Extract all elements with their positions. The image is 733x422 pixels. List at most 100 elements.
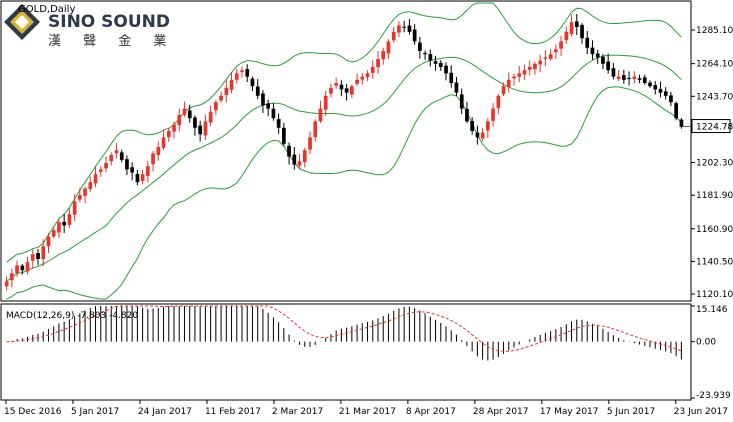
candle-bearish [62, 221, 66, 226]
candle-bullish [381, 51, 386, 60]
candle-bearish [135, 173, 140, 183]
candle-bearish [622, 75, 626, 80]
candle-bullish [517, 73, 522, 77]
candle-bearish [261, 93, 265, 106]
candle-bullish [302, 150, 307, 163]
macd-axis-label: 15.146 [696, 305, 728, 315]
candle-bullish [491, 108, 495, 121]
price-axis-label: 1202.30 [696, 159, 733, 169]
candle-bearish [663, 91, 668, 96]
candle-bearish [444, 65, 448, 74]
price-axis-label: 1264.10 [696, 60, 733, 70]
candle-bearish [637, 78, 642, 80]
date-axis-label: 24 Jan 2017 [138, 407, 192, 417]
candle-bullish [313, 121, 318, 137]
candle-bearish [454, 82, 459, 93]
candle-bullish [240, 70, 244, 72]
date-axis-label: 17 May 2017 [540, 407, 599, 417]
date-axis-label: 8 Apr 2017 [406, 407, 456, 417]
candle-bearish [642, 77, 647, 83]
candle-bullish [391, 31, 396, 41]
candle-bullish [538, 60, 542, 65]
date-axis-label: 5 Jan 2017 [71, 407, 119, 417]
candle-bullish [616, 76, 621, 79]
candle-bullish [548, 54, 553, 59]
candle-bullish [559, 41, 563, 49]
candle-bearish [36, 253, 40, 259]
candle-bullish [67, 214, 72, 225]
axes-layer: 1285.10 1264.10 1243.70 1224.78 1202.30 1181.… [4, 26, 733, 417]
candle-bearish [266, 103, 270, 109]
candle-bullish [632, 76, 637, 80]
candle-bullish [234, 73, 239, 80]
candle-bullish [114, 150, 119, 154]
candle-bearish [648, 82, 652, 87]
candle-bullish [308, 137, 312, 150]
current-price-label: 1224.78 [696, 123, 733, 133]
candle-bullish [365, 73, 370, 78]
candle-bearish [428, 54, 433, 61]
candle-bearish [130, 167, 134, 173]
candle-bearish [585, 37, 590, 48]
candle-bullish [41, 246, 46, 259]
candle-bullish [30, 254, 35, 261]
candle-bullish [166, 131, 171, 138]
candle-bullish [512, 76, 516, 79]
candle-bullish [569, 22, 574, 34]
candle-bearish [287, 145, 291, 157]
candle-bearish [20, 265, 25, 271]
candle-bearish [245, 69, 250, 77]
candle-bearish [119, 152, 124, 160]
candle-bullish [10, 273, 14, 281]
price-axis-label: 1140.50 [696, 257, 733, 267]
bollinger-upper-line [6, 2, 682, 263]
candle-bearish [658, 88, 663, 93]
candle-bearish [679, 119, 684, 127]
candle-bullish [229, 79, 234, 90]
candle-bullish [4, 281, 9, 287]
candle-bullish [224, 87, 229, 96]
bollinger-lower-line [6, 86, 682, 300]
candle-bearish [580, 24, 584, 39]
candle-bullish [360, 76, 365, 80]
candle-bullish [156, 147, 161, 155]
candle-bearish [449, 72, 454, 83]
candle-bearish [590, 47, 595, 55]
candle-bullish [177, 115, 182, 126]
candle-bullish [355, 79, 359, 84]
candle-bullish [350, 86, 354, 95]
candle-bullish [506, 79, 511, 87]
candle-bullish [57, 222, 61, 233]
candle-bullish [486, 121, 490, 131]
candle-bearish [459, 94, 464, 109]
candle-bearish [595, 53, 600, 58]
candle-bearish [125, 159, 129, 170]
candle-bearish [438, 62, 443, 67]
candle-bullish [78, 195, 82, 200]
candle-bullish [522, 70, 527, 75]
candle-bullish [146, 166, 150, 176]
price-axis-label: 1243.70 [696, 92, 733, 102]
candle-bearish [574, 21, 579, 27]
candle-bullish [93, 174, 98, 184]
bollinger-middle-line [6, 54, 682, 282]
candle-bullish [323, 95, 328, 110]
candle-bullish [527, 67, 532, 70]
candle-bearish [198, 125, 202, 135]
candle-bullish [172, 124, 176, 132]
symbol-label: GOLD,Daily [18, 4, 75, 15]
candle-bearish [250, 78, 255, 87]
candle-bullish [564, 31, 569, 41]
date-axis-label: 11 Feb 2017 [205, 407, 261, 417]
candle-bearish [412, 29, 417, 42]
candle-bearish [187, 110, 192, 119]
candle-bearish [402, 26, 406, 28]
candle-bullish [83, 188, 87, 196]
candle-bullish [182, 108, 187, 115]
candle-bullish [501, 86, 506, 95]
price-axis-label: 1160.90 [696, 225, 733, 235]
candle-bullish [25, 262, 30, 272]
candle-bullish [140, 174, 145, 181]
date-axis-label: 21 Mar 2017 [339, 407, 396, 417]
